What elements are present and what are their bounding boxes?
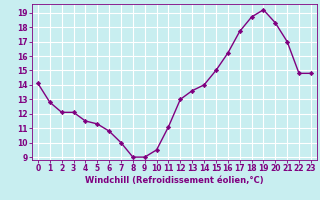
X-axis label: Windchill (Refroidissement éolien,°C): Windchill (Refroidissement éolien,°C) [85,176,264,185]
